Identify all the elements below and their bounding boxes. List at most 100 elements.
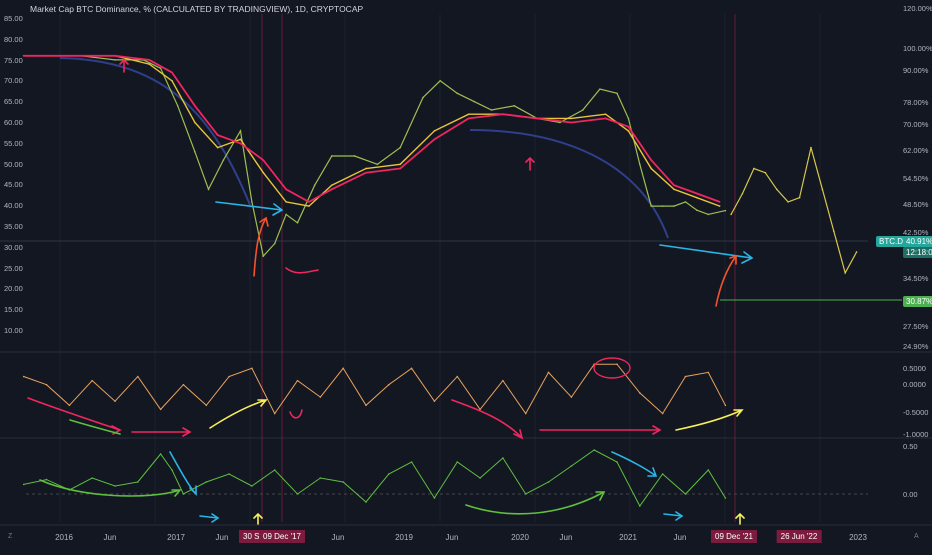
pink-curve-mark [289, 409, 303, 419]
data-point-oscillator_2-0 [388, 473, 390, 475]
axis-corner-right[interactable]: A [914, 533, 919, 540]
oscillator-axis-tick: 0.50 [903, 442, 918, 451]
data-point-main-3 [365, 171, 367, 174]
data-point-oscillator_2-0 [296, 493, 299, 495]
data-point-oscillator_1-0 [456, 375, 459, 378]
data-point-main-3 [330, 188, 333, 191]
data-point-oscillator_2-0 [22, 483, 25, 486]
data-point-oscillator_2-0 [502, 457, 504, 459]
data-point-oscillator_1-0 [433, 400, 436, 402]
yellow-arrow-icon [735, 512, 745, 525]
left-axis-tick: 55.00 [4, 138, 23, 148]
rounding-curve [469, 129, 669, 239]
x-tick-label: 2016 [55, 533, 73, 542]
data-point-main-0 [439, 80, 441, 82]
data-point-main-0 [650, 205, 653, 207]
left-axis-tick: 20.00 [4, 284, 23, 294]
data-point-oscillator_2-0 [593, 449, 595, 451]
data-point-main-1 [855, 251, 858, 253]
cyan-arrow-icon [215, 201, 284, 216]
target-badge: 30.87% [903, 296, 932, 307]
data-point-main-0 [330, 155, 333, 157]
data-point-main-1 [775, 188, 778, 191]
data-point-oscillator_2-0 [171, 469, 173, 471]
oscillator-axis-tick: 0.5000 [903, 364, 926, 373]
left-axis-tick: 15.00 [4, 305, 23, 315]
data-point-main-3 [239, 142, 242, 145]
data-point-main-0 [313, 184, 316, 186]
data-point-oscillator_2-0 [684, 493, 687, 495]
data-point-oscillator_1-0 [410, 367, 413, 370]
left-axis-tick: 60.00 [4, 118, 23, 127]
price-badge-countdown: 12:18:07 [903, 247, 932, 258]
series-line-main-2 [23, 55, 720, 207]
data-point-main-0 [581, 109, 584, 111]
x-tick-label: Jun [103, 533, 117, 542]
left-axis-tick: 85.00 [4, 14, 23, 23]
data-point-main-0 [724, 209, 727, 212]
data-point-oscillator_2-0 [616, 461, 618, 463]
oscillator-axis-tick: -0.5000 [903, 408, 929, 417]
pink-arrow-icon [451, 399, 524, 440]
data-point-oscillator_1-0 [570, 396, 573, 398]
data-point-oscillator_1-0 [91, 379, 93, 382]
green-arrow-icon [69, 419, 121, 435]
x-tick-label: 2023 [849, 533, 867, 542]
data-point-main-3 [627, 125, 630, 128]
data-point-main-3 [171, 71, 173, 74]
data-point-main-2 [399, 163, 402, 166]
left-axis-tick: 75.00 [4, 55, 23, 65]
data-point-oscillator_1-0 [639, 392, 641, 394]
data-point-main-1 [844, 272, 846, 274]
data-point-main-2 [467, 113, 470, 115]
data-point-oscillator_1-0 [502, 379, 504, 382]
oscillator-axis-tick: 0.00 [903, 490, 918, 499]
data-point-main-0 [627, 117, 630, 120]
axis-corner-left[interactable]: Z [8, 533, 13, 540]
data-point-oscillator_1-0 [137, 375, 139, 378]
data-point-oscillator_1-0 [22, 375, 25, 378]
data-point-oscillator_1-0 [114, 400, 116, 402]
data-point-main-3 [262, 159, 265, 161]
data-point-main-3 [22, 54, 25, 57]
left-axis-tick: 50.00 [4, 159, 23, 169]
data-point-main-2 [433, 130, 436, 132]
series-line-main-0 [23, 55, 726, 258]
data-point-oscillator_2-0 [661, 473, 664, 475]
data-point-main-0 [239, 130, 242, 132]
x-tick-label: 2019 [395, 533, 413, 542]
data-point-oscillator_1-0 [616, 363, 618, 366]
data-point-oscillator_2-0 [547, 481, 550, 483]
data-point-oscillator_1-0 [205, 404, 208, 407]
right-axis-tick: 27.50% [903, 322, 929, 331]
data-point-main-2 [194, 121, 196, 124]
data-point-main-3 [467, 117, 470, 120]
data-point-oscillator_1-0 [182, 383, 185, 386]
data-point-oscillator_2-0 [365, 501, 367, 503]
data-point-main-2 [365, 167, 367, 170]
pink-arrow-icon [27, 397, 122, 435]
data-point-oscillator_2-0 [342, 481, 344, 483]
data-point-main-3 [536, 117, 538, 120]
data-point-main-0 [273, 242, 276, 245]
left-axis-tick: 45.00 [4, 180, 23, 190]
x-tick-label: Jun [445, 533, 459, 542]
data-point-oscillator_2-0 [91, 477, 93, 479]
red-arrow-icon [253, 216, 269, 277]
data-point-oscillator_1-0 [684, 375, 687, 378]
data-point-main-1 [787, 201, 789, 203]
data-point-oscillator_1-0 [365, 404, 367, 407]
yellow-arrow-icon [209, 399, 268, 429]
data-point-main-1 [730, 213, 732, 216]
data-point-oscillator_1-0 [68, 404, 71, 407]
data-point-main-2 [308, 205, 310, 207]
data-point-oscillator_2-0 [707, 469, 710, 471]
data-point-main-1 [764, 171, 767, 174]
data-point-main-0 [616, 92, 618, 95]
data-point-oscillator_2-0 [251, 485, 253, 487]
data-point-main-3 [399, 167, 402, 170]
data-point-main-3 [433, 138, 436, 141]
data-point-oscillator_2-0 [433, 497, 436, 499]
